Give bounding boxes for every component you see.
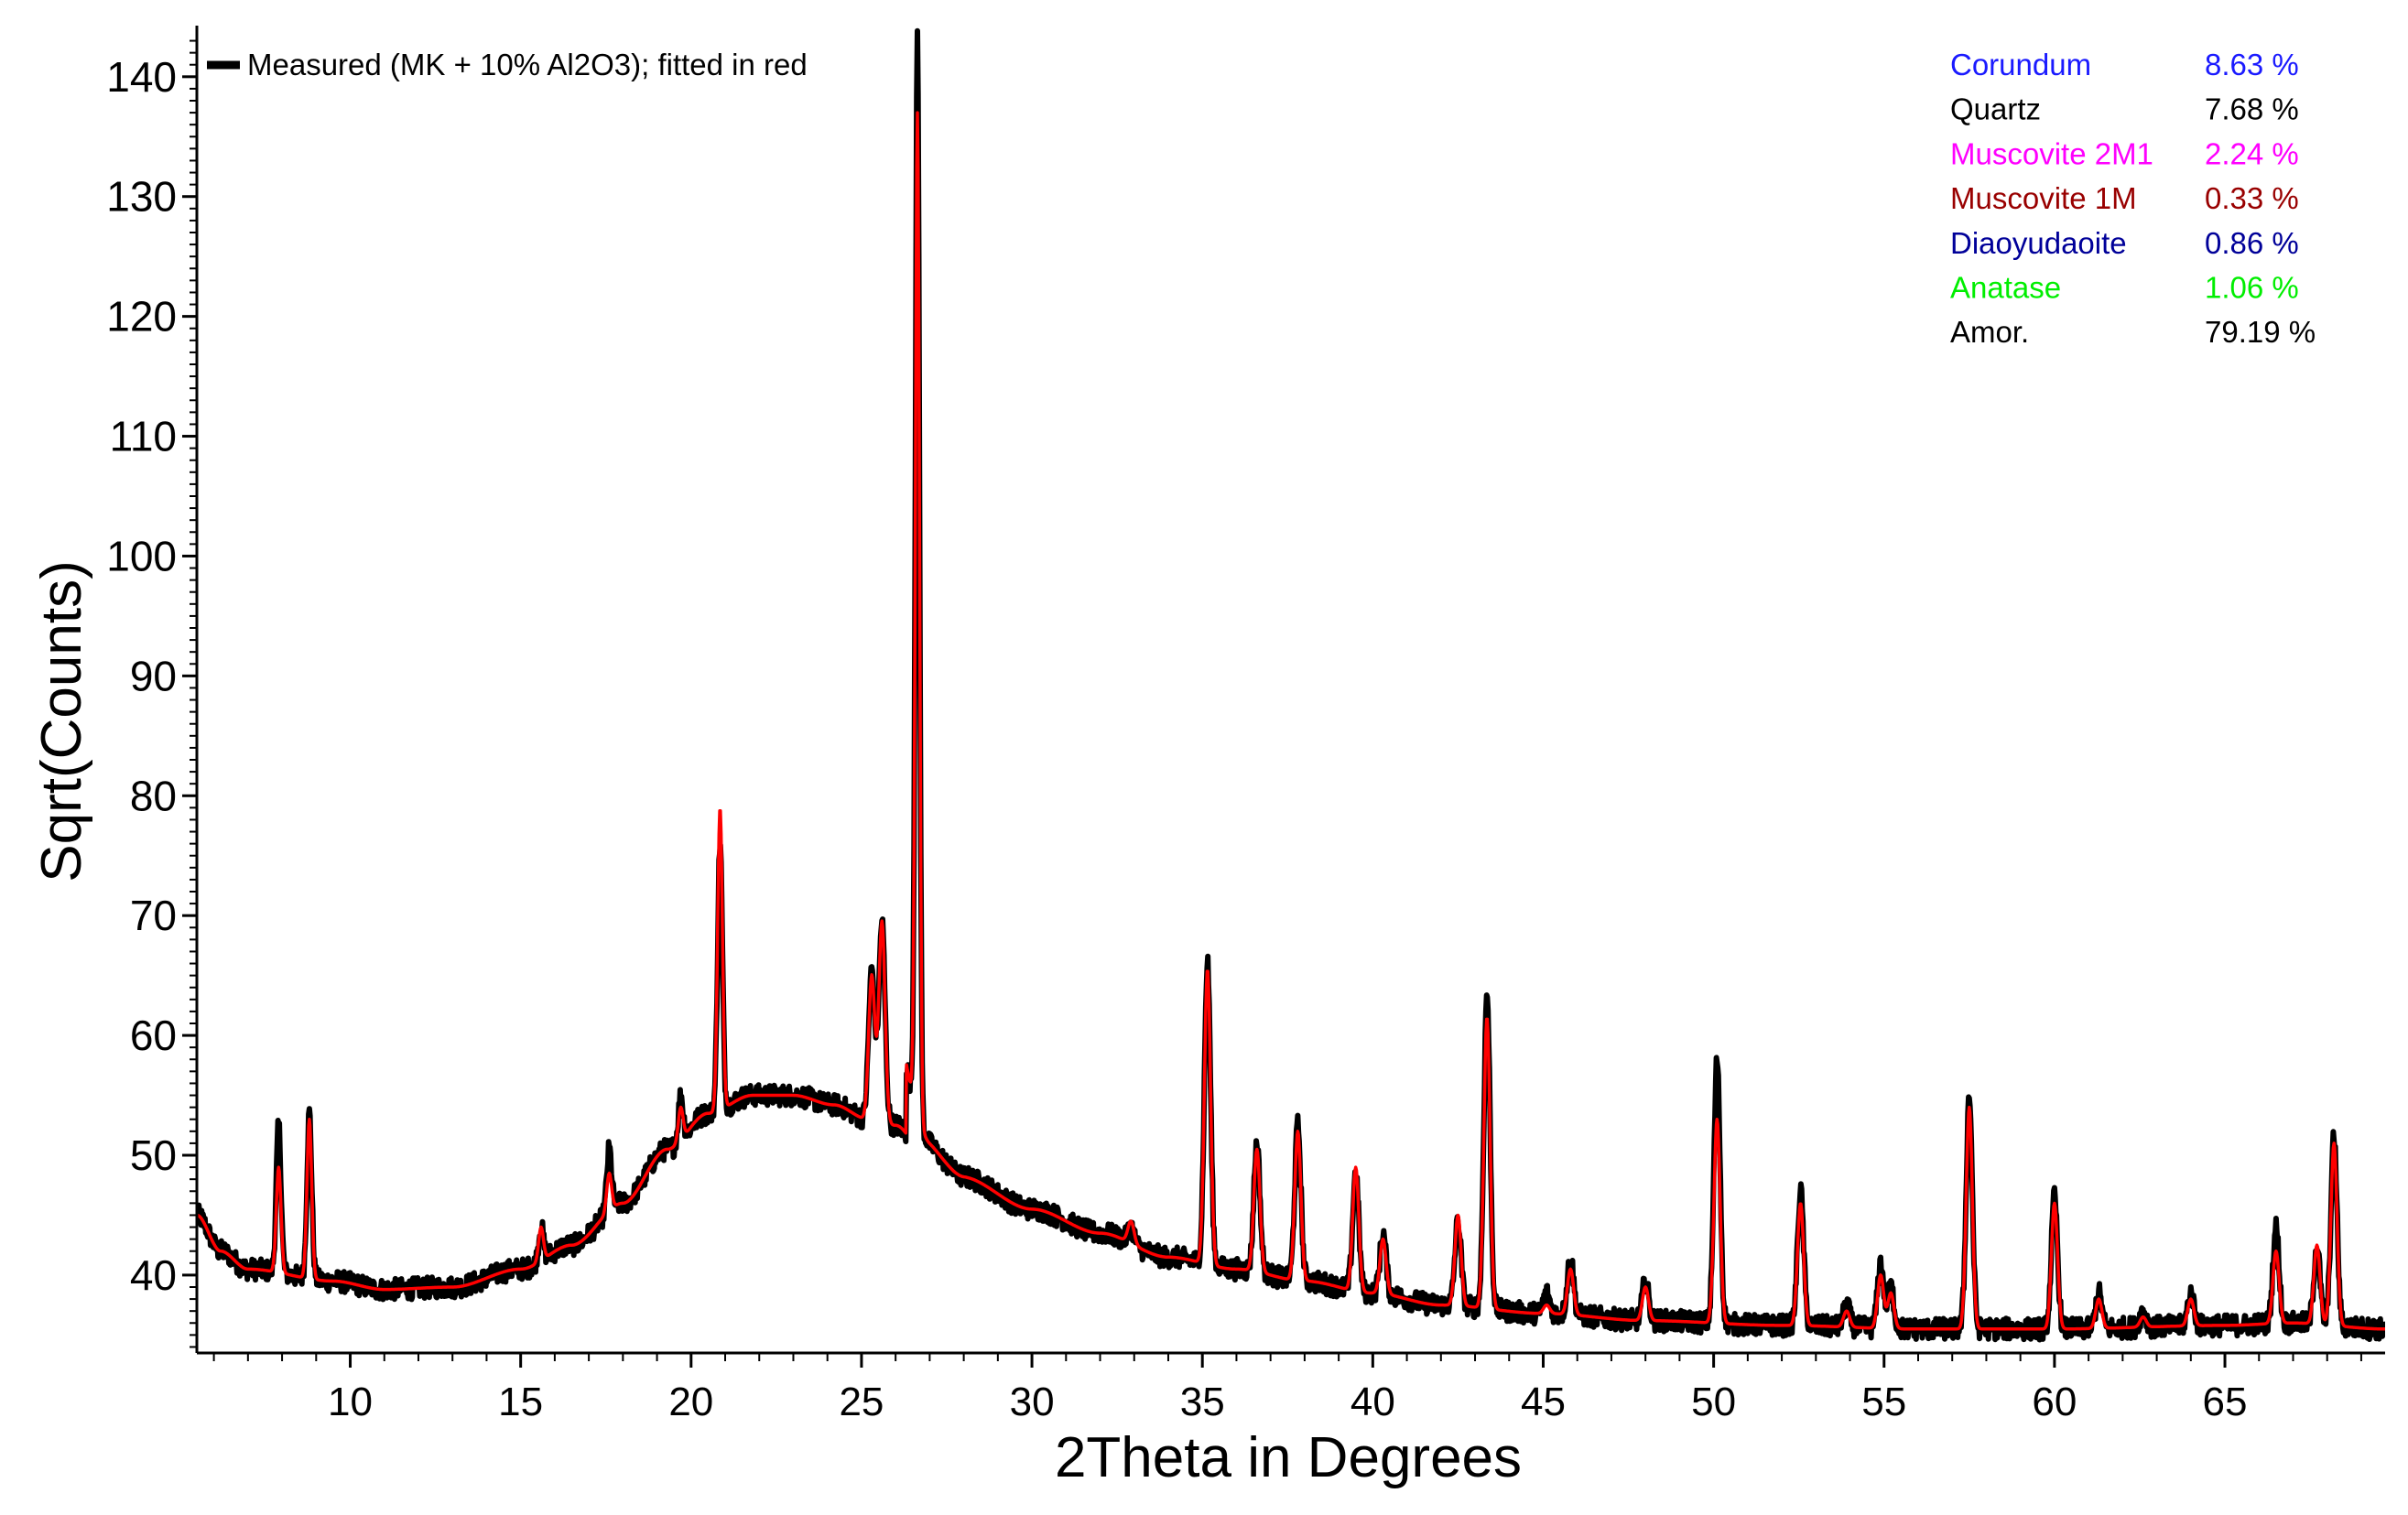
phase-value: 0.33 % <box>2205 181 2299 215</box>
x-tick-label: 45 <box>1521 1380 1566 1424</box>
x-tick-label: 40 <box>1350 1380 1395 1424</box>
x-tick-label: 55 <box>1861 1380 1906 1424</box>
y-tick-label: 110 <box>110 413 177 460</box>
x-tick-label: 20 <box>668 1380 713 1424</box>
phase-name: Amor. <box>1950 315 2029 349</box>
phase-value: 79.19 % <box>2205 315 2316 349</box>
x-tick-label: 60 <box>2032 1380 2077 1424</box>
y-tick-label: 130 <box>106 173 177 221</box>
x-axis-label: 2Theta in Degrees <box>1055 1426 1522 1489</box>
y-tick-label: 50 <box>130 1131 177 1179</box>
x-tick-label: 30 <box>1010 1380 1055 1424</box>
phase-value: 2.24 % <box>2205 136 2299 170</box>
plot-area <box>197 27 2385 1343</box>
phase-annotations: Corundum 8.63 % Quartz 7.68 % Muscovite 2M1 2… <box>1950 48 2316 349</box>
phase-name: Corundum <box>1950 48 2091 81</box>
x-tick-label: 65 <box>2203 1380 2248 1424</box>
phase-name: Anatase <box>1950 271 2061 305</box>
axes: 10 15 20 25 30 35 40 45 50 55 60 65 40 50 60 70 80 90 100 1… <box>106 26 2385 1424</box>
phase-name: Quartz <box>1950 92 2041 126</box>
legend-label: Measured (MK + 10% Al2O3); fitted in red <box>247 48 808 81</box>
y-tick-label: 80 <box>130 772 177 819</box>
y-tick-label: 70 <box>130 892 177 939</box>
y-tick-label: 90 <box>130 652 177 699</box>
y-tick-label: 60 <box>130 1012 177 1059</box>
y-tick-label: 100 <box>106 532 177 579</box>
phase-name: Muscovite 2M1 <box>1950 136 2153 170</box>
x-tick-label: 15 <box>498 1380 543 1424</box>
y-axis-label: Sqrt(Counts) <box>30 560 93 882</box>
phase-name: Diaoyudaoite <box>1950 226 2127 260</box>
phase-name: Muscovite 1M <box>1950 181 2137 215</box>
phase-value: 7.68 % <box>2205 92 2299 126</box>
y-tick-label: 120 <box>106 293 177 341</box>
legend: Measured (MK + 10% Al2O3); fitted in red <box>207 48 808 81</box>
y-tick-label: 40 <box>130 1251 177 1299</box>
phase-value: 0.86 % <box>2205 226 2299 260</box>
x-tick-label: 25 <box>839 1380 884 1424</box>
fitted-series-line <box>197 111 2385 1331</box>
phase-value: 8.63 % <box>2205 48 2299 81</box>
x-tick-label: 35 <box>1180 1380 1225 1424</box>
x-tick-label: 10 <box>328 1380 373 1424</box>
phase-value: 1.06 % <box>2205 271 2299 305</box>
y-tick-label: 140 <box>106 53 177 101</box>
x-tick-label: 50 <box>1691 1380 1736 1424</box>
